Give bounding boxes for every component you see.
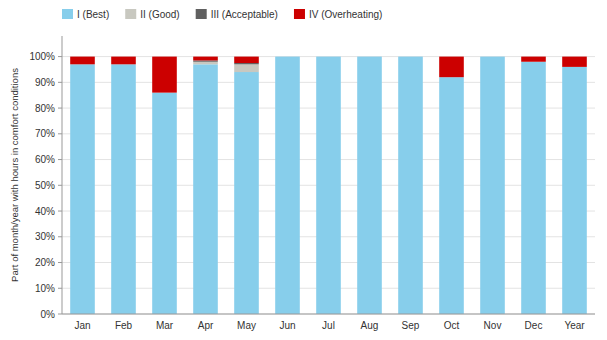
y-tick	[58, 82, 62, 83]
legend-swatch	[294, 9, 305, 19]
y-axis-line	[62, 36, 63, 314]
x-tick-label: Jul	[322, 320, 335, 331]
bar-segment	[234, 57, 259, 63]
x-tick-label: Aug	[361, 320, 379, 331]
legend-swatch	[62, 9, 73, 19]
bar-segment	[152, 57, 177, 93]
bar-segment	[480, 56, 505, 57]
y-tick	[58, 262, 62, 263]
grid	[62, 57, 595, 314]
bar-segment	[193, 62, 218, 65]
bar-segment	[275, 56, 300, 57]
bar-segment	[398, 56, 423, 57]
bar-segment	[275, 56, 300, 57]
bar-segment	[316, 57, 341, 314]
x-axis: Jan Feb Mar Apr May Jun Jul Aug Sep Oct Nov Dec Year	[62, 314, 595, 331]
bar-segment	[521, 62, 546, 314]
legend-label: I (Best)	[77, 9, 109, 20]
legend-label: II (Good)	[140, 9, 179, 20]
x-tick-label: Mar	[156, 320, 174, 331]
bar-segment	[193, 57, 218, 61]
legend-swatch	[125, 9, 136, 19]
bar-segment	[234, 72, 259, 314]
bar-segment	[562, 67, 587, 314]
y-tick-label: 90%	[35, 77, 55, 88]
y-axis-label: Part of month/year with hours in comfort…	[9, 68, 20, 282]
bar-segment	[398, 56, 423, 57]
y-tick-label: 40%	[35, 206, 55, 217]
x-tick-label: Jun	[279, 320, 295, 331]
bar-segment	[70, 57, 95, 65]
y-tick-label: 100%	[29, 51, 55, 62]
bar-segment	[193, 64, 218, 314]
x-tick-label: Year	[564, 320, 585, 331]
bar-segment	[398, 56, 423, 57]
x-tick-label: Feb	[115, 320, 133, 331]
x-tick-label: Jan	[74, 320, 90, 331]
bar-segment	[234, 63, 259, 64]
x-tick-label: Apr	[198, 320, 214, 331]
bar-segment	[316, 56, 341, 57]
y-tick	[58, 133, 62, 134]
bar-segment	[562, 57, 587, 67]
y-tick-label: 0%	[41, 309, 56, 320]
bar-segment	[152, 93, 177, 314]
y-tick	[58, 236, 62, 237]
legend-label: III (Acceptable)	[211, 9, 278, 20]
legend-label: IV (Overheating)	[309, 9, 382, 20]
y-tick-label: 20%	[35, 257, 55, 268]
bar-segment	[398, 57, 423, 314]
bar-segment	[111, 57, 136, 65]
bars	[70, 57, 587, 314]
x-axis-line	[62, 314, 595, 315]
bar-segment	[521, 57, 546, 62]
bar-segment	[357, 56, 382, 57]
y-tick-label: 60%	[35, 154, 55, 165]
bar-segment	[439, 57, 464, 78]
y-tick	[58, 108, 62, 109]
y-tick	[58, 185, 62, 186]
grid-line	[62, 314, 595, 315]
y-tick-label: 50%	[35, 180, 55, 191]
y-tick-label: 30%	[35, 231, 55, 242]
y-tick-label: 70%	[35, 128, 55, 139]
bar-segment	[234, 64, 259, 72]
bar-segment	[275, 57, 300, 314]
x-tick-label: Oct	[444, 320, 460, 331]
legend-swatch	[196, 9, 207, 19]
legend: I (Best) II (Good) III (Acceptable) IV (Ove…	[62, 9, 382, 20]
bar-segment	[111, 64, 136, 314]
y-axis: 0% 10% 20% 30% 40% 50% 60% 70% 80% 90% 100%	[29, 36, 62, 320]
x-tick-label: Sep	[402, 320, 420, 331]
x-tick-label: May	[237, 320, 256, 331]
chart: 0% 10% 20% 30% 40% 50% 60% 70% 80% 90% 100% Jan Feb M…	[0, 0, 607, 340]
y-tick-label: 10%	[35, 283, 55, 294]
bar-segment	[275, 56, 300, 57]
bar-segment	[357, 56, 382, 57]
y-tick	[58, 56, 62, 57]
bar-segment	[357, 56, 382, 57]
bar-segment	[357, 57, 382, 314]
y-tick	[58, 159, 62, 160]
bar-segment	[480, 56, 505, 57]
bar-segment	[193, 60, 218, 61]
bar-segment	[316, 56, 341, 57]
bar-segment	[480, 56, 505, 57]
y-tick	[58, 211, 62, 212]
y-tick	[58, 288, 62, 289]
x-tick-label: Dec	[525, 320, 543, 331]
bar-segment	[70, 64, 95, 314]
y-tick	[58, 314, 62, 315]
bar-segment	[480, 57, 505, 314]
y-tick-label: 80%	[35, 103, 55, 114]
bar-segment	[316, 56, 341, 57]
x-tick-label: Nov	[484, 320, 502, 331]
bar-segment	[439, 77, 464, 314]
